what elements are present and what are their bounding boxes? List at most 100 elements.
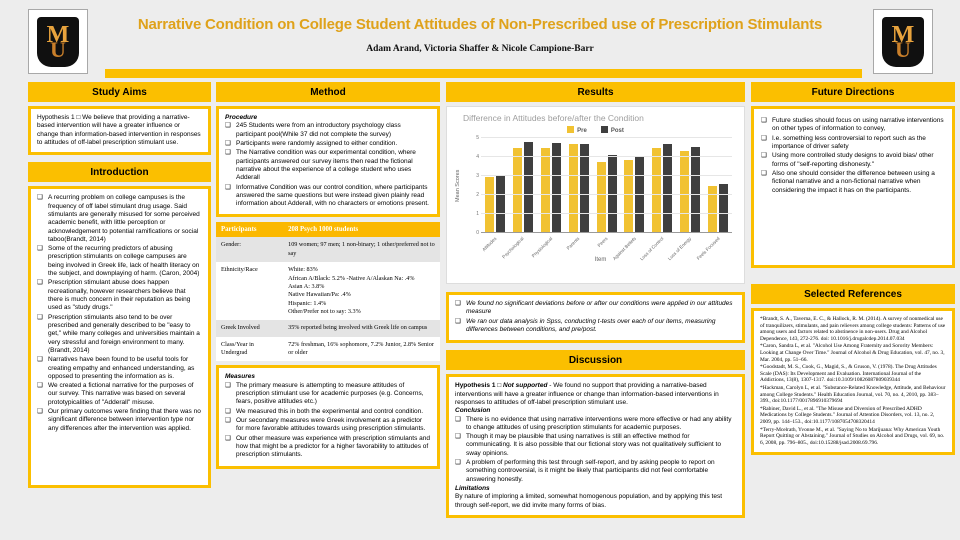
chart-bar-group [509, 138, 537, 233]
chart-bar-group [481, 138, 509, 233]
reference-item: *Brandt, S. A., Taverna, E. C., & Halloc… [760, 316, 946, 342]
future-directions-box: ❑ Future studies should focus on using na… [751, 106, 955, 268]
chart-gridline [481, 194, 732, 195]
chart-gridline [481, 213, 732, 214]
reference-item: *Hackman, Carolyn L, et al. "Substance-R… [760, 384, 946, 405]
bullet-glyph: ❑ [761, 169, 767, 177]
mu-logo-left: M U [28, 9, 88, 74]
column-results: Results Difference in Attitudes before/a… [446, 82, 745, 518]
bullet-item: ❑ Though it may be plausible that using n… [455, 433, 736, 458]
participants-table-cell: White: 83% African A/Black: 5.2% -Native… [283, 262, 440, 321]
chart-plot-area: 0 1 2 3 4 5 [476, 135, 732, 236]
results-findings-box: ❑ We found no significant deviations befo… [446, 292, 745, 344]
bullet-glyph: ❑ [37, 313, 43, 321]
chart-x-tick: Feels Focused [695, 236, 721, 261]
introduction-box: ❑ A recurring problem on college campuses… [28, 186, 211, 489]
bullet-text: Participants were randomly assigned to e… [236, 139, 398, 147]
introduction-header: Introduction [28, 162, 211, 183]
bullet-glyph: ❑ [225, 183, 231, 191]
findings-bullet-list: ❑ We found no significant deviations befo… [455, 300, 736, 334]
bullet-glyph: ❑ [225, 434, 231, 442]
bullet-item: ❑ Participants were randomly assigned to … [225, 140, 431, 148]
bullet-glyph: ❑ [225, 416, 231, 424]
bullet-item: ❑ Prescription stimulants also tend to be… [37, 314, 202, 356]
bullet-glyph: ❑ [761, 134, 767, 142]
bullet-glyph: ❑ [455, 459, 461, 467]
chart-bar-pre [512, 148, 522, 233]
poster-title: Narrative Condition on College Student A… [137, 16, 823, 33]
bullet-item: ❑ Informative Condition was our control c… [225, 184, 431, 209]
participants-table-cell: 35% reported being involved with Greek l… [283, 320, 440, 337]
hypothesis-rest: - We found no support that providing a n… [455, 382, 719, 406]
chart-gridline [481, 175, 732, 176]
study-aims-header: Study Aims [28, 82, 211, 102]
procedure-label: Procedure [225, 114, 258, 121]
bullet-item: ❑ The primary measure is attempting to me… [225, 382, 431, 407]
chart-bar-post [691, 146, 701, 233]
chart-bar-pre [624, 159, 634, 233]
bullet-item: ❑ 245 Students were from an introductory … [225, 122, 431, 139]
chart-y-tick: 5 [476, 135, 479, 141]
logo-letter-u: U [895, 36, 911, 62]
bullet-glyph: ❑ [37, 356, 43, 364]
participants-table: Participants 208 Psych 1000 students Gen… [216, 222, 440, 362]
bullet-item: ❑ Using more controlled study designs to … [761, 152, 945, 169]
bullet-text: There is no evidence that using narrativ… [466, 415, 732, 431]
logo-letter-u: U [50, 36, 66, 62]
bullet-text: We ran our data analysis in Spss, conduc… [466, 317, 716, 333]
chart-y-tick: 1 [476, 211, 479, 217]
bullet-item: ❑ Future studies should focus on using na… [761, 117, 945, 134]
chart-bar-pre [484, 176, 494, 233]
bullet-glyph: ❑ [37, 279, 43, 287]
bullet-glyph: ❑ [225, 139, 231, 147]
bullet-text: The Narrative condition was our experime… [236, 149, 416, 182]
gold-divider-bar [105, 69, 862, 78]
participants-col-header: Participants [216, 222, 284, 238]
logo-letter-m: M [46, 21, 70, 48]
chart-bar-post [663, 143, 673, 233]
participants-table-cell: Gender: [216, 237, 284, 263]
bullet-text: Prescription stimulant abuse does happen… [48, 279, 191, 312]
chart-legend: Pre Post [455, 126, 736, 134]
chart-bar-pre [568, 143, 578, 233]
poster-authors: Adam Arand, Victoria Shaffer & Nicole Ca… [366, 44, 594, 54]
references-list: *Brandt, S. A., Taverna, E. C., & Halloc… [760, 316, 946, 446]
procedure-bullet-list: ❑ 245 Students were from an introductory … [225, 122, 431, 208]
introduction-bullet-list: ❑ A recurring problem on college campuses… [37, 194, 202, 433]
bullet-text: Future studies should focus on using nar… [772, 117, 944, 133]
future-directions-header: Future Directions [751, 82, 955, 102]
bullet-text: Our other measure was experience with pr… [236, 434, 431, 459]
bullet-glyph: ❑ [225, 149, 231, 157]
chart-x-axis-label: Item [594, 257, 607, 263]
hypothesis-text: Hypothesis 1 □ We believe that providing… [37, 114, 201, 146]
chart-x-tick: Physiological [530, 236, 553, 259]
participants-table-cell: Ethnicity/Race [216, 262, 284, 321]
chart-bar-pre [540, 147, 550, 233]
bullet-item: ❑ A problem of performing this test throu… [455, 459, 736, 484]
chart-bar-post [635, 157, 645, 233]
references-box: *Brandt, S. A., Taverna, E. C., & Halloc… [751, 308, 955, 456]
bullet-text: 245 Students were from an introductory p… [236, 122, 401, 138]
participants-table-cell: Class/Year in Undergrad [216, 336, 284, 362]
bullet-glyph: ❑ [455, 317, 461, 325]
chart-bar-group [537, 138, 565, 233]
results-header: Results [446, 82, 745, 102]
bullet-item: ❑ A recurring problem on college campuses… [37, 194, 202, 244]
column-study-aims: Study Aims Hypothesis 1 □ We believe tha… [28, 82, 211, 489]
bullet-item: ❑ We ran our data analysis in Spss, condu… [455, 318, 736, 335]
chart-bar-post [551, 142, 561, 233]
chart-gridline [481, 156, 732, 157]
bullet-item: ❑ Our other measure was experience with p… [225, 435, 431, 460]
logo-letter-m: M [891, 21, 915, 48]
results-bar-chart: Difference in Attitudes before/after the… [446, 106, 745, 284]
bullet-text: We found no significant deviations befor… [466, 300, 733, 316]
chart-bar-group [593, 138, 621, 233]
bullet-glyph: ❑ [37, 408, 43, 416]
bullet-text: A recurring problem on college campuses … [48, 194, 200, 243]
bullet-glyph: ❑ [455, 300, 461, 307]
chart-bar-pre [596, 161, 606, 233]
participants-table-cell: 109 women; 97 men; 1 non-binary; 1 other… [283, 237, 440, 263]
reference-item: *Caron, Sandra L, et al. "Alcohol Use Am… [760, 343, 945, 363]
conclusion-bullet-list: ❑ There is no evidence that using narrati… [455, 416, 736, 485]
chart-gridline [481, 232, 732, 233]
